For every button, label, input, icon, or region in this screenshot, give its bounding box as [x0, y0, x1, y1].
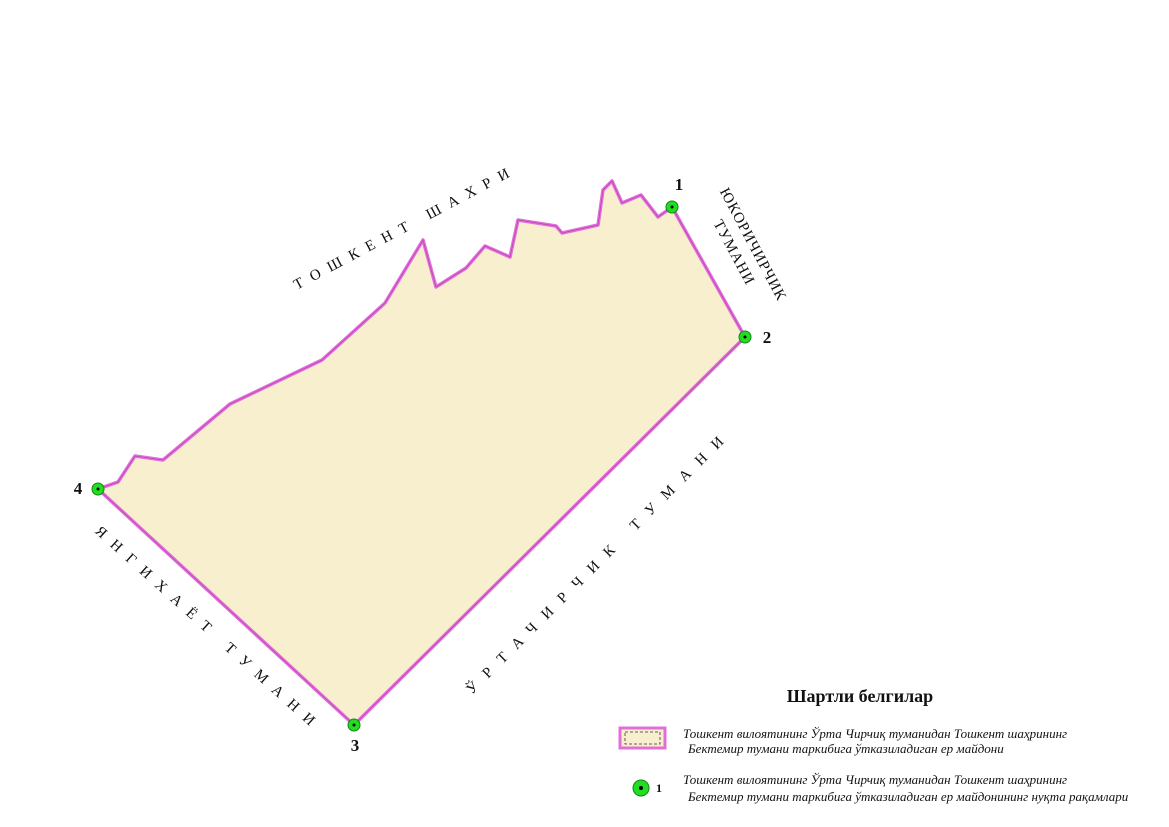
legend-title: Шартли белгилар — [787, 686, 933, 706]
legend-text: Тошкент вилоятининг Ўрта Чирчиқ туманида… — [683, 726, 1067, 741]
legend-parcel-symbol — [618, 726, 667, 750]
legend-parcel-inner — [624, 731, 661, 745]
legend-text: Бектемир тумани таркибига ўтказиладиган … — [687, 741, 1004, 756]
point-label: 1 — [675, 175, 684, 194]
legend: Шартли белгилар Тошкент вилоятининг Ўрта… — [618, 686, 1129, 804]
boundary-points: 1 2 3 4 — [74, 175, 772, 755]
point-label: 3 — [351, 736, 360, 755]
point-dot — [352, 723, 356, 727]
point-label: 2 — [763, 328, 772, 347]
legend-text: Тошкент вилоятининг Ўрта Чирчиқ туманида… — [683, 772, 1067, 787]
parcel-outline — [97, 180, 746, 726]
point-dot — [743, 335, 747, 339]
point-dot — [670, 205, 674, 209]
point-dot — [96, 487, 100, 491]
legend-text: Бектемир тумани таркибига ўтказиладиган … — [687, 789, 1129, 804]
legend-point-dot — [639, 786, 643, 790]
point-label: 4 — [74, 479, 83, 498]
legend-symbol-label: 1 — [656, 781, 662, 795]
